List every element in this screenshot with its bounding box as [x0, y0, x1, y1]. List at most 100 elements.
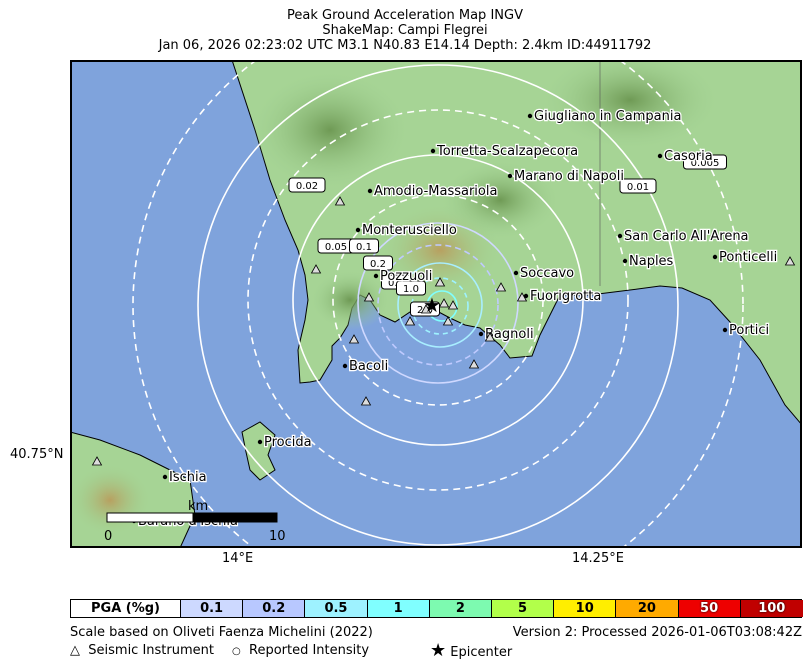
- legend-swatch: 50: [678, 600, 741, 617]
- station-triangle-icon: [91, 456, 103, 466]
- seismic-stations: [91, 196, 796, 466]
- scalebar-end: 10: [269, 529, 286, 544]
- contour-label: 0.1: [349, 238, 379, 254]
- city-label: Giugliano in Campania: [534, 109, 681, 124]
- contour-label-box: [619, 178, 657, 194]
- city-dot: [367, 188, 373, 194]
- legend-swatch: 20: [616, 600, 679, 617]
- station-triangle-icon: [442, 316, 454, 326]
- city-label: Procida: [264, 435, 312, 450]
- city-dot: [478, 331, 484, 337]
- city-marker: Soccavo: [513, 265, 575, 282]
- city-marker: Naples: [622, 253, 675, 270]
- station-triangle-icon: [516, 292, 528, 302]
- map-title: Peak Ground Acceleration Map INGV: [287, 8, 523, 23]
- city-marker: Bacoli: [342, 358, 389, 375]
- city-marker: Procida: [257, 434, 313, 451]
- city-marker: Fuorigrotta: [523, 288, 603, 305]
- epicenter-key: ★ Epicenter: [430, 640, 512, 661]
- lon-label-1425: 14.25°E: [572, 551, 624, 566]
- city-dot: [257, 439, 263, 445]
- contour-label-text: 0.02: [296, 181, 318, 192]
- city-label: Fuorigrotta: [530, 289, 601, 304]
- city-marker: Giugliano in Campania: [527, 108, 683, 125]
- city-marker: Monterusciello: [355, 222, 458, 239]
- legend-title: PGA (%g): [71, 600, 181, 617]
- city-label: Portici: [729, 323, 769, 338]
- scale-note: Scale based on Oliveti Faenza Michelini …: [70, 625, 373, 640]
- contour-label-box: [396, 280, 426, 296]
- star-icon: ★: [430, 640, 447, 661]
- contour-label-box: [349, 238, 379, 254]
- contour-label: 0.02: [288, 177, 326, 193]
- city-label: Ischia: [169, 470, 207, 485]
- scalebar-black: [192, 512, 278, 523]
- station-triangle-icon: [484, 332, 496, 342]
- contour-label-box: [683, 154, 727, 170]
- legend-swatch: 5: [491, 600, 555, 617]
- legend-swatch: 0.5: [305, 600, 368, 617]
- city-dot: [507, 173, 513, 179]
- city-label: Bagnoli: [485, 327, 534, 342]
- pga-legend: PGA (%g) 0.1 0.2 0.5 1 2 5 10 20 50 100: [70, 599, 803, 618]
- procida-island: [241, 421, 276, 481]
- instrument-key-label: Seismic Instrument: [88, 643, 214, 658]
- instrument-key: △ Seismic Instrument: [70, 643, 214, 658]
- lat-label: 40.75°N: [10, 447, 64, 462]
- city-label: San Carlo All'Arena: [624, 229, 749, 244]
- contour-label: 0.01: [619, 178, 657, 194]
- contour-label: 0.2: [363, 255, 393, 271]
- hill-shade: [310, 270, 390, 330]
- city-label: Marano di Napoli: [514, 169, 624, 184]
- legend-swatch: 100: [740, 600, 803, 617]
- version-info: Version 2: Processed 2026-01-06T03:08:42…: [512, 625, 802, 640]
- station-triangle-icon: [784, 256, 796, 266]
- hill-shade: [250, 70, 410, 190]
- legend-swatch: 2: [429, 600, 492, 617]
- station-triangle-icon: [495, 282, 507, 292]
- event-info: Jan 06, 2026 02:23:02 UTC M3.1 N40.83 E1…: [158, 38, 652, 53]
- station-triangle-icon: [434, 277, 446, 287]
- city-dot: [617, 233, 623, 239]
- city-dot: [657, 153, 663, 159]
- contour-label-text: 0.05: [325, 242, 347, 253]
- contour-label-text: 0.2: [370, 259, 386, 270]
- epicenter-key-label: Epicenter: [450, 645, 513, 660]
- city-label: Soccavo: [520, 266, 574, 281]
- city-label: Monterusciello: [362, 223, 457, 238]
- legend-swatch: 1: [367, 600, 430, 617]
- scalebar-unit: km: [188, 499, 208, 514]
- station-triangle-icon: [348, 334, 360, 344]
- hill-shade: [540, 60, 720, 150]
- city-label: Casoria: [664, 149, 713, 164]
- contour-label: 1.0: [396, 280, 426, 296]
- station-triangle-icon: [438, 298, 450, 308]
- city-marker: Marano di Napoli: [507, 168, 625, 185]
- city-marker: Ponticelli: [712, 249, 779, 266]
- scalebar-white: [106, 512, 194, 523]
- city-label: Bacoli: [349, 359, 388, 374]
- city-label: Amodio-Massariola: [374, 184, 497, 199]
- contour-label-text: 0.1: [356, 242, 372, 253]
- city-marker: Portici: [722, 322, 770, 339]
- intensity-key-label: Reported Intensity: [249, 643, 370, 658]
- contour-label-text: 1.0: [403, 284, 419, 295]
- city-dot: [527, 113, 533, 119]
- station-triangle-icon: [310, 264, 322, 274]
- city-dot: [523, 293, 529, 299]
- city-dot: [355, 227, 361, 233]
- station-triangle-icon: [468, 359, 480, 369]
- scalebar-start: 0: [104, 529, 112, 544]
- contour-label: 0.05: [317, 238, 355, 254]
- city-label: Pozzuoli: [380, 269, 432, 284]
- city-marker: Bagnoli: [478, 326, 535, 343]
- triangle-icon: △: [70, 643, 80, 658]
- contour-label: 0.005: [683, 154, 727, 170]
- intensity-key: ○ Reported Intensity: [232, 643, 369, 658]
- city-marker: Ischia: [162, 469, 208, 486]
- city-dot: [162, 474, 168, 480]
- shakemap-canvas: 0.020.050.10.20.51.02.00.010.005 Giuglia…: [70, 60, 802, 548]
- city-dot: [622, 258, 628, 264]
- city-dot: [722, 327, 728, 333]
- city-dot: [342, 363, 348, 369]
